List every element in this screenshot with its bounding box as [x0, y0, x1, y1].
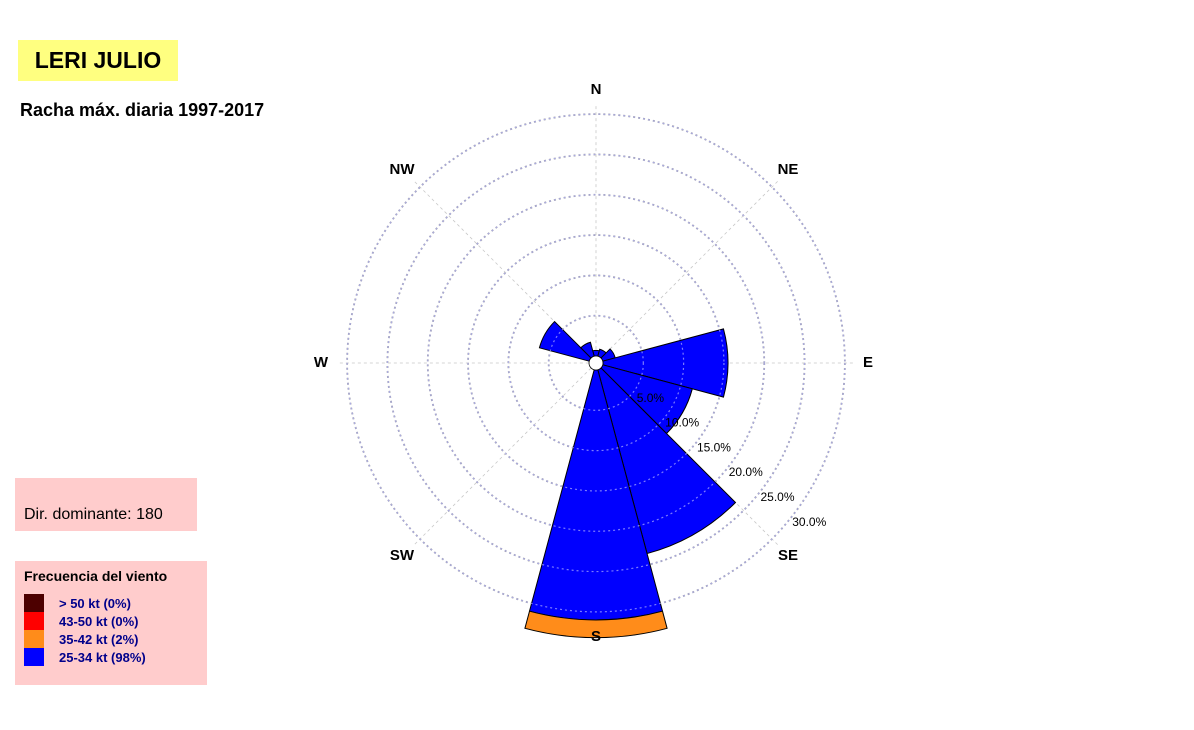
radial-tick-labels: 5.0%10.0% 15.0% 20.0% 25.0% 30.0% — [637, 391, 827, 529]
direction-label: SE — [778, 547, 798, 564]
radial-tick-label: 20.0% — [729, 465, 763, 479]
rose-sector — [538, 320, 592, 362]
legend-item: 25-34 kt (98%) — [24, 648, 207, 666]
grid-circle-overlay — [427, 194, 765, 532]
grid-circle-overlay — [548, 315, 644, 411]
radial-tick-label: 25.0% — [760, 490, 794, 504]
direction-label: N — [591, 81, 602, 98]
legend-label: 35-42 kt (2%) — [59, 631, 139, 647]
legend-swatch — [24, 594, 44, 612]
radial-tick-label: 10.0% — [665, 416, 699, 430]
direction-label: SW — [390, 547, 415, 564]
legend-title: Frecuencia del viento — [24, 568, 168, 584]
legend-swatch — [24, 630, 44, 648]
legend-swatch — [24, 648, 44, 666]
grid-spoke — [414, 181, 778, 545]
legend-label: 43-50 kt (0%) — [59, 613, 139, 629]
legend: Frecuencia del viento > 50 kt (0%) 43-50… — [15, 561, 207, 685]
legend-item: 43-50 kt (0%) — [24, 612, 207, 630]
legend-item: 35-42 kt (2%) — [24, 630, 207, 648]
wind-rose-sectors — [346, 113, 846, 639]
grid-circle-overlay — [507, 274, 685, 452]
direction-label: NW — [390, 161, 416, 178]
grid-circle-overlay — [467, 234, 725, 492]
chart-title: LERI JULIO — [18, 40, 178, 81]
dominant-direction-label: Dir. dominante: — [24, 506, 132, 523]
direction-labels: N NE E SE S SW W NW — [314, 81, 873, 645]
legend-label: > 50 kt (0%) — [59, 595, 131, 611]
center-hole — [588, 355, 604, 371]
direction-label: W — [314, 354, 329, 371]
radial-tick-label: 30.0% — [792, 515, 826, 529]
dominant-direction-value: 180 — [136, 506, 163, 523]
direction-label: E — [863, 354, 873, 371]
direction-label: S — [591, 628, 601, 645]
radial-tick-label: 15.0% — [697, 440, 731, 454]
rose-sector — [524, 610, 668, 639]
radial-tick-label: 5.0% — [637, 391, 665, 405]
grid-circle-overlay — [386, 153, 806, 573]
legend-swatch — [24, 612, 44, 630]
legend-label: 25-34 kt (98%) — [59, 649, 146, 665]
chart-subtitle: Racha máx. diaria 1997-2017 — [20, 100, 265, 120]
legend-item: > 50 kt (0%) — [24, 594, 207, 612]
grid-circle-overlay — [346, 113, 846, 613]
dominant-direction-box: Dir. dominante: 180 — [15, 478, 197, 531]
direction-label: NE — [778, 161, 799, 178]
